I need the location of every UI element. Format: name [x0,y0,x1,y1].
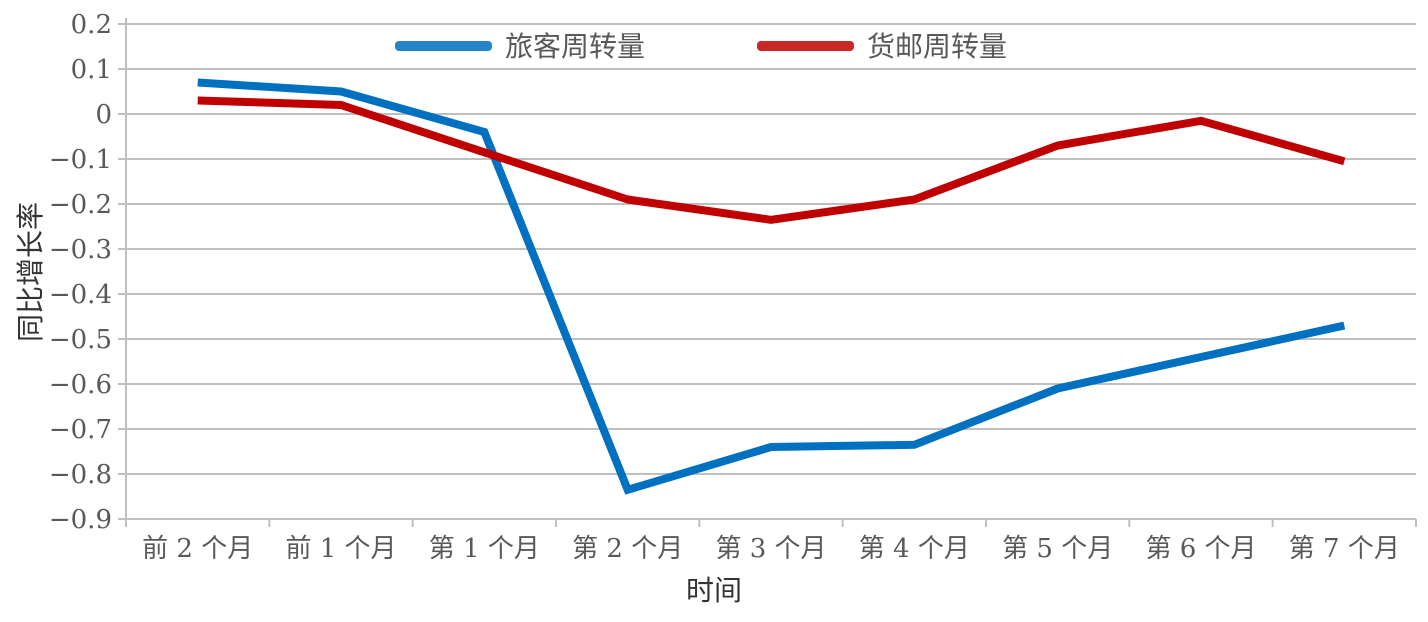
y-tick-label: −0.1 [49,145,112,175]
y-tick-label: 0.2 [71,10,112,40]
y-tick-label: −0.8 [49,460,112,490]
x-axis-title: 时间 [686,574,742,607]
x-tick-label: 第 6 个月 [1145,534,1256,564]
legend-swatch-1 [395,41,492,51]
y-tick-label: 0.1 [71,55,112,85]
x-tick-label: 第 3 个月 [715,534,826,564]
y-tick-label: −0.6 [49,370,112,400]
y-tick-label: −0.5 [49,325,112,355]
x-tick-label: 第 7 个月 [1289,534,1400,564]
x-tick-label: 前 1 个月 [285,534,396,564]
y-tick-label: −0.2 [49,190,112,220]
x-tick-label: 第 5 个月 [1002,534,1113,564]
x-tick-label: 第 4 个月 [859,534,970,564]
y-tick-label: 0 [95,100,112,130]
legend-label-1: 旅客周转量 [505,30,645,63]
x-tick-label: 前 2 个月 [142,534,253,564]
y-tick-label: −0.4 [49,280,112,310]
x-tick-label: 第 2 个月 [572,534,683,564]
y-tick-label: −0.3 [49,235,112,265]
y-tick-label: −0.7 [49,415,112,445]
series-line-2 [198,101,1345,220]
y-tick-label: −0.9 [49,505,112,535]
x-tick-label: 第 1 个月 [429,534,540,564]
legend-label-2: 货邮周转量 [867,30,1007,63]
legend: 旅客周转量 货邮周转量 [395,30,1007,63]
y-axis-title: 同比增长率 [14,202,47,342]
axes: 0.2 0.1 0 −0.1 −0.2 −0.3 −0.4 −0.5 −0.6 −0.7 −0.8 −… [49,10,1416,564]
legend-swatch-2 [757,41,854,51]
